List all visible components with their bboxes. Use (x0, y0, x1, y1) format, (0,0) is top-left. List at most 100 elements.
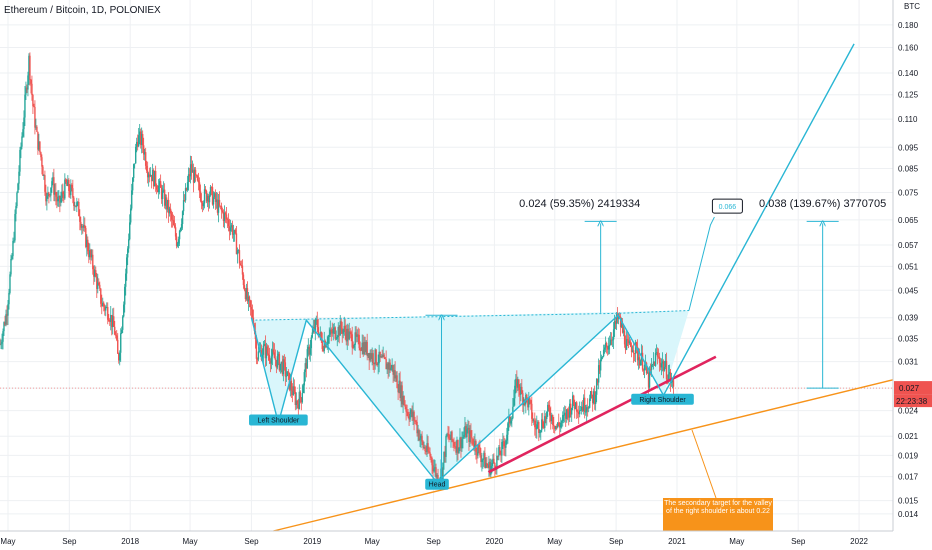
candle-body (558, 422, 560, 425)
candle-body (520, 386, 522, 395)
candle-body (342, 329, 344, 334)
candle-body (366, 341, 368, 357)
candle-body (477, 444, 479, 456)
time-tick-label: 2019 (303, 537, 321, 546)
price-axis[interactable]: 0.180 0.160 0.140 0.125 0.110 0.095 0.085 0.075… (898, 2, 920, 519)
support-trendline (273, 379, 894, 532)
candle-body (647, 372, 650, 388)
candle-body (568, 411, 570, 418)
candle-body (244, 289, 247, 300)
candle-body (561, 421, 563, 423)
candle-body (232, 233, 235, 235)
price-tick-label: 0.065 (898, 216, 919, 225)
candle-body (58, 196, 60, 199)
candle-body (295, 400, 298, 406)
pattern-label-box (249, 414, 308, 426)
candle-body (593, 391, 596, 405)
candle-body (131, 190, 133, 209)
candle-body (282, 359, 285, 375)
candle-body (136, 141, 139, 147)
candle-body (462, 436, 464, 439)
candle-body (341, 328, 343, 334)
candle-body (361, 342, 363, 351)
candle-body (622, 330, 625, 333)
candle-body (135, 141, 138, 147)
candle-body (375, 349, 377, 364)
candle-body (369, 353, 371, 361)
candle-body (163, 189, 166, 206)
candle-body (178, 230, 181, 240)
price-tick-label: 0.019 (898, 451, 919, 460)
candle-body (359, 348, 361, 351)
candle-body (506, 434, 508, 441)
candle-body (95, 270, 97, 277)
candle-body (400, 385, 402, 399)
candle-body (309, 348, 312, 355)
candle-body (405, 406, 407, 412)
candle-body (2, 331, 4, 342)
candle-body (54, 191, 56, 195)
candle-body (614, 321, 617, 324)
candle-body (251, 309, 254, 318)
candle-body (110, 314, 112, 322)
price-tick-label: 0.140 (898, 69, 919, 78)
candle-body (70, 184, 72, 196)
time-axis[interactable]: May Sep 2018 May Sep 2019 May Sep 2020 May Sep 2021… (0, 537, 868, 546)
candle-body (223, 212, 226, 222)
candle-body (8, 292, 10, 305)
candle-body (72, 188, 74, 198)
candle-body (355, 332, 357, 337)
candle-body (403, 395, 405, 405)
candle-body (472, 438, 474, 445)
candle-body (621, 323, 624, 333)
candle-body (104, 306, 106, 311)
candle-body (575, 402, 577, 410)
candle-body (267, 353, 270, 355)
candle-body (343, 325, 345, 330)
candle-body (78, 201, 80, 217)
candle-body (129, 222, 131, 240)
candle-body (597, 365, 600, 383)
candle-body (356, 334, 358, 337)
candle-body (517, 379, 519, 388)
candle-body (510, 420, 512, 424)
pattern-label-box (425, 478, 449, 490)
candle-body (196, 175, 199, 181)
candle-body (611, 339, 614, 341)
candle-body (471, 437, 473, 439)
measure-text: 0.024 (59.35%) 2419334 (519, 198, 640, 210)
candle-body (401, 385, 403, 405)
candle-body (316, 319, 318, 328)
candle-body (663, 366, 666, 371)
candle-body (44, 175, 46, 192)
candle-body (173, 225, 176, 228)
pattern-lines[interactable]: 0.066 (250, 43, 894, 532)
target-note-text: The secondary target for the valley of t… (663, 498, 773, 531)
candle-body (378, 351, 380, 364)
candle-body (247, 296, 250, 302)
candle-body (509, 416, 511, 424)
candle-body (485, 463, 487, 469)
candle-body (408, 416, 410, 420)
candle-body (13, 240, 15, 242)
candle-body (465, 426, 467, 438)
price-tick-label: 0.051 (898, 262, 919, 271)
candle-body (498, 447, 500, 457)
candle-body (669, 372, 672, 383)
candle-body (204, 189, 207, 191)
time-tick-label: 2022 (850, 537, 868, 546)
candle-body (303, 372, 306, 386)
candle-body (591, 394, 594, 404)
candle-body (83, 225, 85, 228)
candle-body (390, 367, 392, 371)
candle-body (414, 420, 416, 422)
candle-body (270, 356, 273, 364)
candle-body (306, 349, 309, 369)
candle-body (238, 250, 241, 264)
candle-body (32, 95, 34, 107)
candle-body (529, 397, 531, 401)
candle-body (38, 141, 40, 150)
time-tick-label: May (183, 537, 198, 546)
callout-box (711, 198, 743, 214)
